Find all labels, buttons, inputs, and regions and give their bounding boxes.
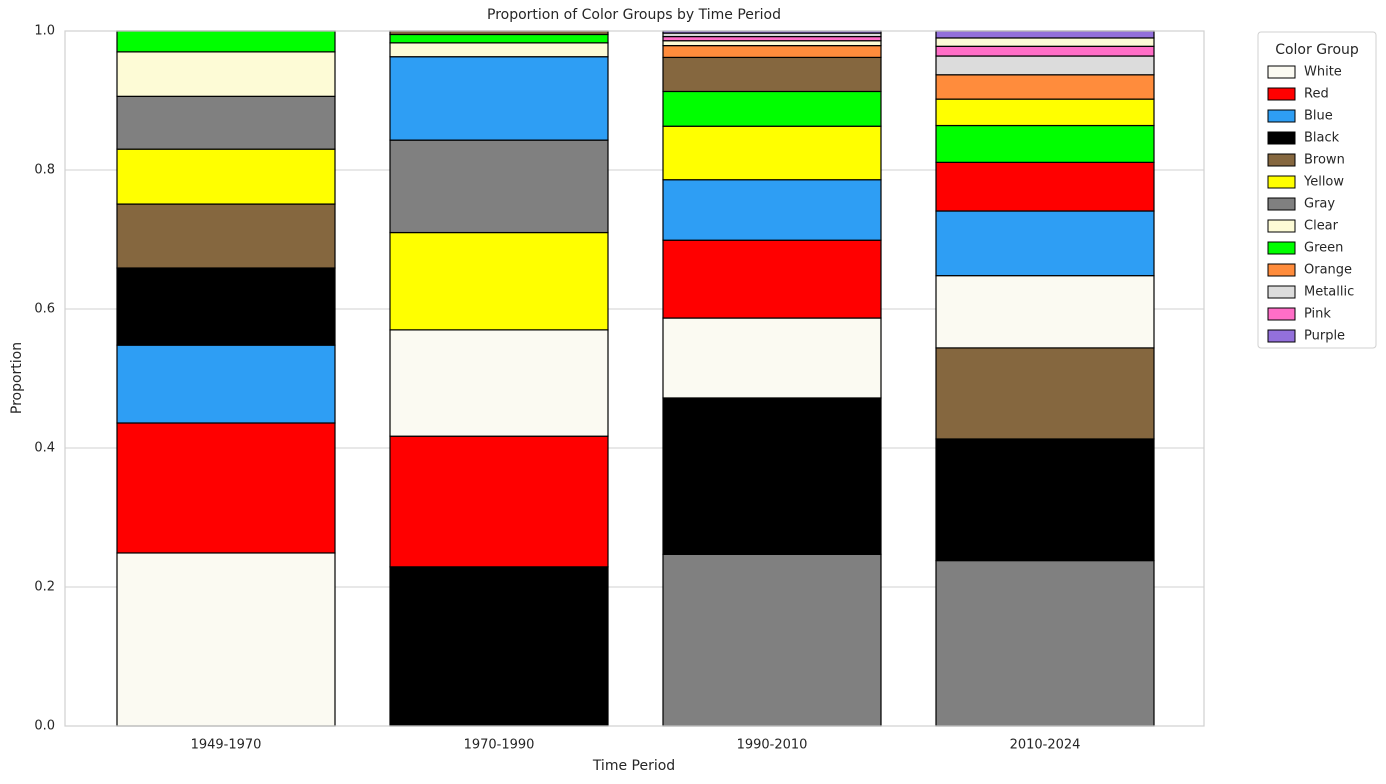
bar-segment [662, 179, 882, 241]
legend-swatch [1267, 175, 1296, 189]
bar-segment [116, 51, 336, 97]
x-tick-label: 2010-2024 [1010, 738, 1081, 753]
x-tick-label: 1990-2010 [737, 738, 808, 753]
bar-segment [935, 55, 1155, 76]
legend-swatch [1267, 219, 1296, 233]
bar-segment [935, 98, 1155, 127]
legend-label: Metallic [1304, 285, 1354, 300]
bar-segment [935, 45, 1155, 57]
legend-swatch [1267, 307, 1296, 321]
legend-swatch [1267, 153, 1296, 167]
legend-swatch [1267, 197, 1296, 211]
y-tick-label: 0.0 [34, 719, 55, 734]
legend-swatch [1267, 65, 1296, 79]
bar-segment [662, 125, 882, 181]
bar-segment [389, 139, 609, 234]
y-axis-label: Proportion [9, 342, 25, 414]
legend-label: Red [1304, 87, 1329, 102]
bar-segment [116, 267, 336, 346]
bar-segment [389, 42, 609, 58]
bar-segment [662, 90, 882, 127]
bar-segment [116, 148, 336, 205]
bar-segment [662, 239, 882, 319]
bar-segment [662, 317, 882, 399]
bar-segment [116, 203, 336, 269]
legend-swatch [1267, 87, 1296, 101]
y-tick-label: 0.8 [34, 163, 55, 178]
bar-segment [662, 397, 882, 555]
bars [116, 30, 1155, 727]
legend-label: Blue [1304, 109, 1333, 124]
legend-swatch [1267, 241, 1296, 255]
legend-label: Pink [1304, 307, 1331, 322]
legend-label: Purple [1304, 329, 1345, 344]
bar-segment [662, 553, 882, 727]
bar-segment [116, 30, 336, 53]
bar-segment [935, 74, 1155, 100]
legend-swatch [1267, 285, 1296, 299]
bar-segment [662, 35, 882, 42]
y-tick-label: 0.4 [34, 441, 55, 456]
legend-label: White [1304, 65, 1342, 80]
bar-segment [389, 566, 609, 727]
bar-segment [935, 347, 1155, 440]
legend-label: Yellow [1303, 175, 1344, 190]
plot-frame [64, 30, 1205, 727]
legend-swatch [1267, 263, 1296, 277]
x-tick-label: 1949-1970 [191, 738, 262, 753]
bar-segment [389, 231, 609, 331]
bar-segment [116, 552, 336, 727]
legend-label: Black [1304, 131, 1340, 146]
legend-label: Orange [1304, 263, 1352, 278]
bar-segment [116, 422, 336, 554]
bar-segment [389, 329, 609, 437]
legend-title: Color Group [1275, 42, 1359, 58]
legend-swatch [1267, 109, 1296, 123]
y-tick-label: 0.2 [34, 580, 55, 595]
x-axis-label: Time Period [592, 758, 675, 774]
legend: Color Group White Red Blue Black Brown Yellow… [1257, 31, 1377, 349]
legend-label: Gray [1304, 197, 1335, 212]
y-tick-label: 1.0 [34, 24, 55, 39]
legend-swatch [1267, 131, 1296, 145]
bar-segment [935, 37, 1155, 47]
bar-segment [935, 124, 1155, 163]
chart-title: Proportion of Color Groups by Time Perio… [487, 7, 781, 23]
y-tick-label: 0.6 [34, 302, 55, 317]
bar-segment [935, 275, 1155, 349]
bar-segment [935, 30, 1155, 39]
bar-segment [662, 40, 882, 47]
legend-label: Green [1304, 241, 1343, 256]
bar-segment [389, 435, 609, 568]
bar-segment [935, 161, 1155, 212]
x-tick-label: 1970-1990 [464, 738, 535, 753]
bar-segment [389, 56, 609, 141]
bar-segment [662, 44, 882, 59]
bar-segment [935, 210, 1155, 277]
legend-swatch [1267, 329, 1296, 343]
bar-segment [935, 559, 1155, 727]
bar-segment [935, 438, 1155, 562]
legend-label: Clear [1304, 219, 1339, 234]
legend-label: Brown [1304, 153, 1345, 168]
bar-segment [116, 344, 336, 424]
bar-segment [662, 56, 882, 93]
bar-segment [116, 95, 336, 150]
bar-segment [389, 33, 609, 44]
